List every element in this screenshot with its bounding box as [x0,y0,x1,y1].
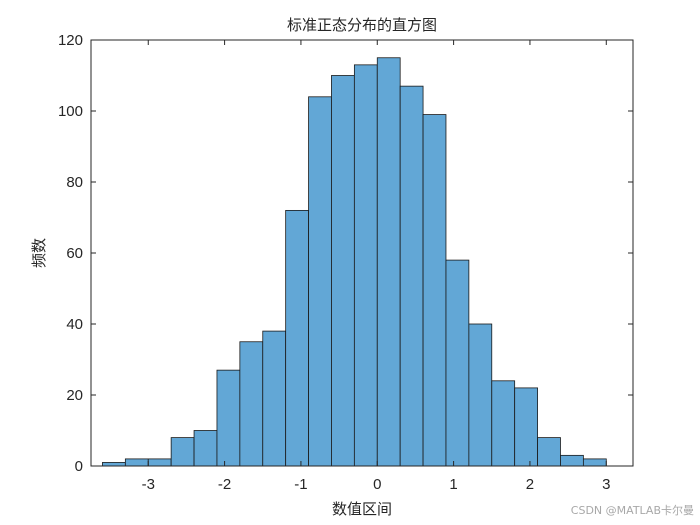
y-tick-label: 0 [75,458,83,475]
histogram-bar [170,437,195,467]
axes-box [90,39,634,467]
y-tick-label: 60 [66,245,83,262]
histogram-bar [308,96,332,467]
watermark-text: CSDN @MATLAB卡尔曼 [571,504,694,517]
histogram-bar [285,209,309,467]
y-tick-label: 80 [66,174,83,191]
histogram-bar [468,323,493,467]
chart-title: 标准正态分布的直方图 [287,16,437,34]
histogram-bar [491,380,516,467]
histogram-bar [193,430,218,467]
histogram-bar [514,387,538,467]
histogram-bar [537,437,561,467]
y-tick-label: 120 [58,32,83,49]
y-axis-label: 频数 [30,238,48,268]
histogram-bar [216,369,241,467]
x-tick-label: -2 [218,476,231,493]
x-tick-label: 0 [373,476,381,493]
histogram-bar [102,462,126,467]
histogram-bar [422,114,447,467]
histogram-bar [376,57,401,467]
histogram-bar [445,259,470,467]
histogram-bar [353,64,378,467]
y-tick-label: 100 [58,103,83,120]
histogram-bar [239,341,264,467]
x-tick-label: -1 [294,476,307,493]
x-tick-label: -3 [142,476,155,493]
histogram-bar [582,458,607,467]
y-tick-label: 40 [66,316,83,333]
y-tick-label: 20 [66,387,83,404]
x-tick-label: 3 [602,476,610,493]
histogram-bar [262,330,287,467]
histogram-bar [331,75,355,467]
histogram-bar [147,458,172,467]
x-tick-label: 2 [526,476,534,493]
histogram-bar [560,454,584,467]
histogram-bar [124,458,149,467]
x-tick-label: 1 [449,476,457,493]
x-axis-label: 数值区间 [332,500,392,518]
histogram-bar [399,85,424,467]
tick-labels-group: -3 -2 -1 0 1 2 3 0 20 40 60 80 100 120 [58,32,610,493]
